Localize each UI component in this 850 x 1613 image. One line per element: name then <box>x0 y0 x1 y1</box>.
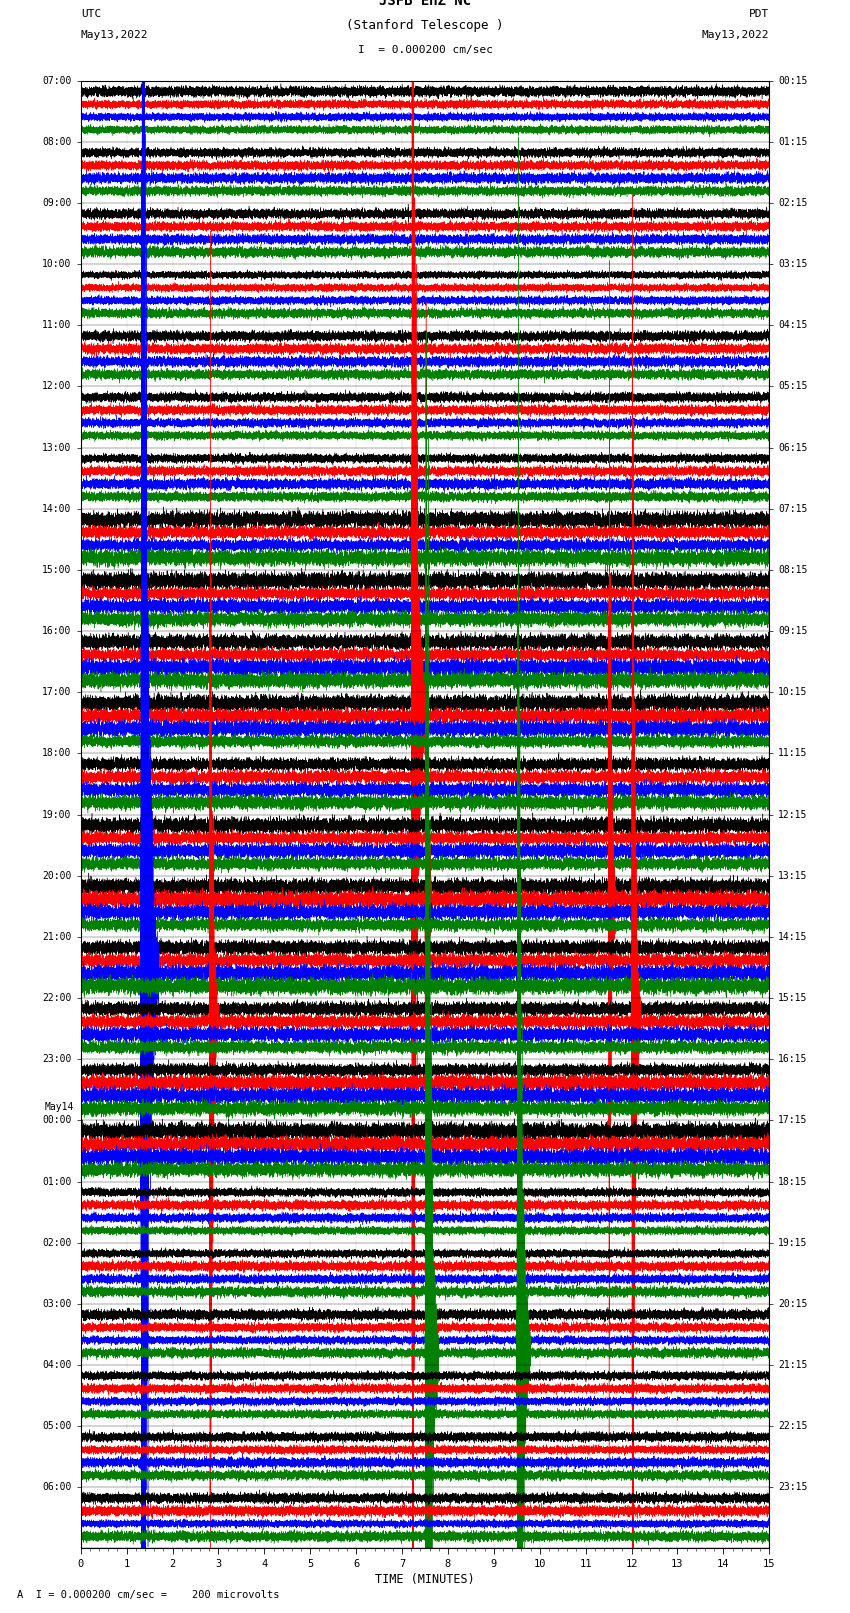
Text: PDT: PDT <box>749 10 769 19</box>
X-axis label: TIME (MINUTES): TIME (MINUTES) <box>375 1573 475 1586</box>
Text: I  = 0.000200 cm/sec: I = 0.000200 cm/sec <box>358 45 492 55</box>
Text: JSFB EHZ NC: JSFB EHZ NC <box>379 0 471 8</box>
Text: (Stanford Telescope ): (Stanford Telescope ) <box>346 19 504 32</box>
Text: May13,2022: May13,2022 <box>702 31 769 40</box>
Text: May13,2022: May13,2022 <box>81 31 148 40</box>
Text: A  I = 0.000200 cm/sec =    200 microvolts: A I = 0.000200 cm/sec = 200 microvolts <box>17 1590 280 1600</box>
Text: UTC: UTC <box>81 10 101 19</box>
Text: May14: May14 <box>44 1102 74 1111</box>
